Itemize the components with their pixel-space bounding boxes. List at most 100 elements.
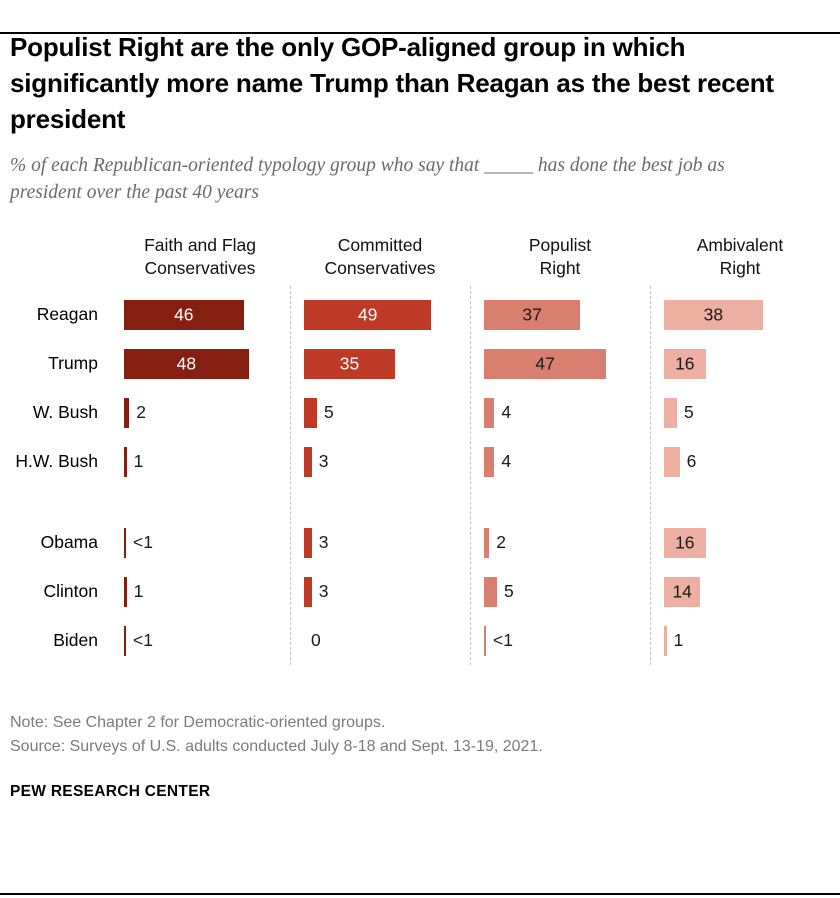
bar-value: 1	[133, 451, 144, 472]
bar-cell: 3	[290, 518, 470, 567]
bar-value: 48	[176, 353, 197, 374]
bar-cell: 0	[290, 616, 470, 665]
bar	[124, 527, 126, 558]
bar-value: 4	[501, 451, 512, 472]
bar	[484, 625, 486, 656]
bar: 16	[664, 348, 706, 379]
chart-row: Biden <1 0 <1 1	[10, 616, 830, 665]
bar-value: 2	[136, 402, 146, 423]
bar-value: 37	[522, 304, 542, 325]
bar-cell: <1	[110, 518, 290, 567]
bar-cell: 6	[650, 437, 830, 486]
bar-value: 47	[535, 353, 555, 374]
bar-cell: <1	[110, 616, 290, 665]
bar-value: <1	[133, 630, 153, 651]
column-header: Ambivalent Right	[650, 234, 830, 280]
chart-row: Clinton 1 3 5 14	[10, 567, 830, 616]
bar-value: 35	[339, 353, 360, 374]
column-header-line: Conservatives	[144, 258, 256, 279]
bar-value: 5	[324, 402, 334, 423]
bar-cell: 49	[290, 290, 470, 339]
bar-cell: 3	[290, 437, 470, 486]
bar-cell: 37	[470, 290, 650, 339]
bar	[124, 397, 130, 428]
bar-value: <1	[133, 532, 153, 553]
bar-value: 5	[684, 402, 694, 423]
bar-cell: 1	[650, 616, 830, 665]
bar	[484, 446, 495, 477]
notes-block: Note: See Chapter 2 for Democratic-orien…	[10, 711, 830, 801]
bar-cell: 2	[470, 518, 650, 567]
bar-value: 3	[318, 581, 329, 602]
row-label: Trump	[48, 353, 98, 374]
column-separator	[650, 286, 651, 666]
bar-cell: 5	[290, 388, 470, 437]
row-label: Reagan	[36, 304, 98, 325]
chart-row: H.W. Bush 1 3 4 6	[10, 437, 830, 486]
bar-cell: 4	[470, 437, 650, 486]
chart-row: Reagan 46 49 37 38	[10, 290, 830, 339]
bar-cell: 1	[110, 567, 290, 616]
source-text: Source: Surveys of U.S. adults conducted…	[10, 738, 543, 756]
column-header-line: Conservatives	[324, 258, 436, 279]
bar-cell: 16	[650, 339, 830, 388]
bar-cell: <1	[470, 616, 650, 665]
bar-cell: 46	[110, 290, 290, 339]
chart-row: Trump 48 35 47 16	[10, 339, 830, 388]
bar: 46	[124, 299, 244, 330]
chart-title: Populist Right are the only GOP-aligned …	[10, 32, 774, 134]
bar: 14	[664, 576, 701, 607]
bar	[304, 527, 312, 558]
bar-cell: 2	[110, 388, 290, 437]
bar: 38	[664, 299, 763, 330]
bar	[484, 527, 490, 558]
bar-value: 38	[703, 304, 724, 325]
bar-cell: 1	[110, 437, 290, 486]
bar	[304, 576, 312, 607]
column-header-line: Ambivalent	[696, 235, 784, 256]
report-content: Populist Right are the only GOP-aligned …	[0, 30, 840, 801]
bar-value: 1	[673, 630, 684, 651]
bar	[124, 576, 127, 607]
bar	[484, 397, 495, 428]
bar-value: 5	[504, 581, 514, 602]
column-header-line: Right	[539, 258, 581, 279]
column-header-line: Populist	[528, 235, 592, 256]
bottom-border-rule	[0, 893, 840, 895]
bar-value: 0	[311, 630, 321, 651]
row-label: W. Bush	[32, 402, 98, 423]
bar: 35	[304, 348, 395, 379]
bar-value: <1	[493, 630, 513, 651]
bar-value: 14	[672, 581, 692, 602]
bar: 47	[484, 348, 607, 379]
bar-cell: 3	[290, 567, 470, 616]
note-text: Note: See Chapter 2 for Democratic-orien…	[10, 714, 386, 732]
bar-cell: 5	[650, 388, 830, 437]
bar-cell: 14	[650, 567, 830, 616]
bar-value: 6	[686, 451, 697, 472]
bar-cell: 5	[470, 567, 650, 616]
bar-value: 49	[357, 304, 378, 325]
bar	[304, 397, 317, 428]
chart-row: Obama <1 3 2 16	[10, 518, 830, 567]
bar-value: 2	[496, 532, 506, 553]
row-label: Obama	[40, 532, 98, 553]
bar-cell: 48	[110, 339, 290, 388]
bar-cell: 47	[470, 339, 650, 388]
bar	[304, 446, 312, 477]
column-header: Committed Conservatives	[290, 234, 470, 280]
column-header: Faith and Flag Conservatives	[110, 234, 290, 280]
grouped-bar-chart: Faith and Flag Conservatives Committed Cons…	[10, 234, 830, 666]
bar	[124, 446, 127, 477]
bar-value: 1	[133, 581, 144, 602]
chart-rows: Reagan 46 49 37 38 Trump 48 35 47 16 W. Bush 2 5 4 5 H.…	[10, 286, 830, 666]
row-label: Biden	[53, 630, 98, 651]
bar-cell: 35	[290, 339, 470, 388]
bar-cell: 16	[650, 518, 830, 567]
column-header: Populist Right	[470, 234, 650, 280]
bar	[664, 625, 667, 656]
bar-value: 4	[501, 402, 512, 423]
chart-row: W. Bush 2 5 4 5	[10, 388, 830, 437]
bar	[124, 625, 126, 656]
bar-value: 3	[318, 451, 329, 472]
